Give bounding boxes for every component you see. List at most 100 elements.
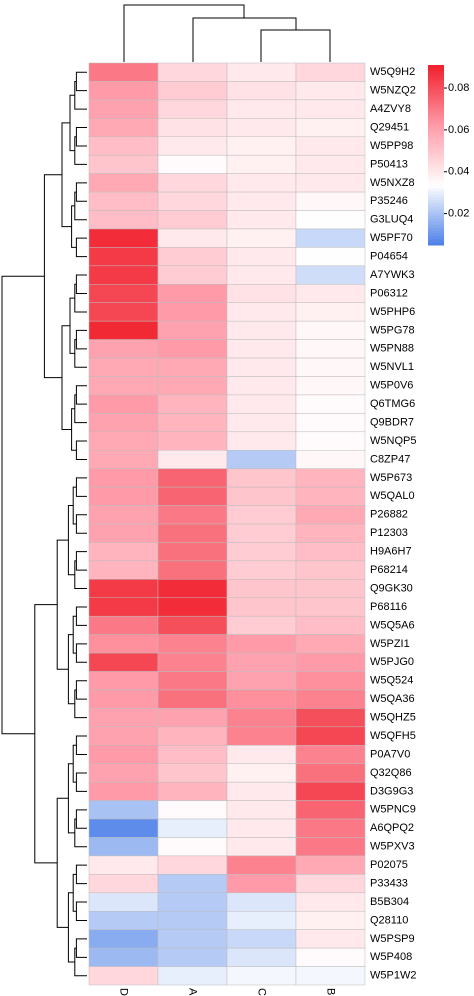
heat-cell (88, 228, 159, 248)
heat-cell (226, 357, 297, 377)
heat-cell (226, 966, 297, 986)
heat-cell (157, 634, 228, 654)
dendrogram-branch (43, 174, 62, 379)
colorbar-segment (428, 146, 444, 150)
heat-cell (295, 634, 366, 654)
heat-cell (226, 431, 297, 451)
heat-cell (226, 284, 297, 303)
heat-cell (295, 781, 366, 801)
colorbar-segment (428, 200, 444, 204)
colorbar-segment (428, 98, 444, 102)
colorbar-segment (428, 149, 444, 153)
heat-cell (88, 339, 159, 359)
colorbar-segment (428, 80, 444, 84)
colorbar-segment (428, 134, 444, 138)
heat-cell (88, 154, 159, 174)
row-label: P12303 (370, 527, 408, 539)
colorbar-segment (428, 167, 444, 171)
row-label: P33433 (370, 877, 408, 889)
row-label: C8ZP47 (370, 453, 410, 465)
colorbar-segment (428, 65, 444, 69)
heat-cell (226, 136, 297, 156)
heat-cell (88, 118, 159, 138)
heat-cell (295, 118, 366, 138)
heat-cell (226, 118, 297, 138)
heat-cell (295, 265, 366, 285)
heat-cell (157, 284, 228, 303)
heat-cell (226, 689, 297, 709)
heat-cell (226, 228, 297, 248)
heat-cell (157, 486, 228, 506)
column-dendrogram (123, 4, 331, 62)
column-label: B (325, 988, 337, 995)
dendrogram-branch (75, 735, 87, 755)
heat-cell (157, 505, 228, 525)
row-label: B5B304 (370, 896, 409, 908)
colorbar-segment (428, 86, 444, 90)
row-label: Q29451 (370, 121, 409, 133)
column-label: D (118, 988, 130, 996)
heat-cell (157, 818, 228, 838)
colorbar-tick-label: 0.02 (448, 208, 469, 220)
heat-cell (88, 560, 159, 580)
heat-cell (157, 99, 228, 119)
heat-cell (157, 228, 228, 248)
heat-cell (88, 855, 159, 875)
dendrogram-branch (75, 772, 87, 792)
heat-cell (295, 486, 366, 506)
heat-cell (295, 855, 366, 875)
heat-cell (157, 523, 228, 543)
row-label: A6QPQ2 (370, 822, 414, 834)
colorbar-segment (428, 131, 444, 135)
dendrogram-branch (75, 901, 87, 921)
row-label: W5Q524 (370, 675, 413, 687)
heat-cell (88, 763, 159, 783)
colorbar-segment (428, 176, 444, 180)
heat-cell (88, 62, 159, 82)
colorbar-segment (428, 221, 444, 225)
row-label: W5PZI1 (370, 638, 410, 650)
dendrogram-branch (75, 440, 87, 460)
row-label: W5QAL0 (370, 490, 415, 502)
heat-cell (88, 376, 159, 396)
heat-cell (226, 62, 297, 82)
dendrogram-branch (75, 864, 87, 885)
heat-cell (157, 689, 228, 709)
heat-cell (226, 320, 297, 340)
heat-cell (295, 431, 366, 451)
heat-cell (157, 708, 228, 728)
heat-cell (88, 81, 159, 101)
heat-cell (157, 929, 228, 949)
dendrogram-branch (71, 408, 77, 451)
heat-cell (157, 579, 228, 599)
colorbar-segment (428, 161, 444, 165)
row-label: Q6TMG6 (370, 398, 415, 410)
heat-cell (88, 357, 159, 377)
heat-cell (226, 910, 297, 930)
dendrogram-branch (75, 237, 87, 258)
colorbar-segment (428, 173, 444, 177)
dendrogram-branch (71, 205, 77, 248)
heat-cell (157, 431, 228, 451)
heat-cell (88, 947, 159, 967)
heat-cell (295, 726, 366, 746)
colorbar-segment (428, 212, 444, 216)
heat-cell (88, 579, 159, 599)
heat-cell (226, 781, 297, 801)
heat-cell (226, 449, 297, 469)
heat-cell (226, 154, 297, 174)
dendrogram-branch (56, 797, 69, 928)
heat-cell (88, 818, 159, 838)
row-label: W5NXZ8 (370, 177, 415, 189)
heat-cell (88, 320, 159, 340)
heat-cell (226, 413, 297, 433)
heat-cell (88, 874, 159, 894)
heat-cell (226, 763, 297, 783)
row-label: W5PXV3 (370, 841, 415, 853)
row-label: G3LUQ4 (370, 214, 413, 226)
row-label: W5PJG0 (370, 656, 414, 668)
row-label: P04654 (370, 251, 408, 263)
heat-cell (295, 62, 366, 82)
row-label: A4ZVY8 (370, 103, 411, 115)
dendrogram-branch (34, 604, 58, 864)
